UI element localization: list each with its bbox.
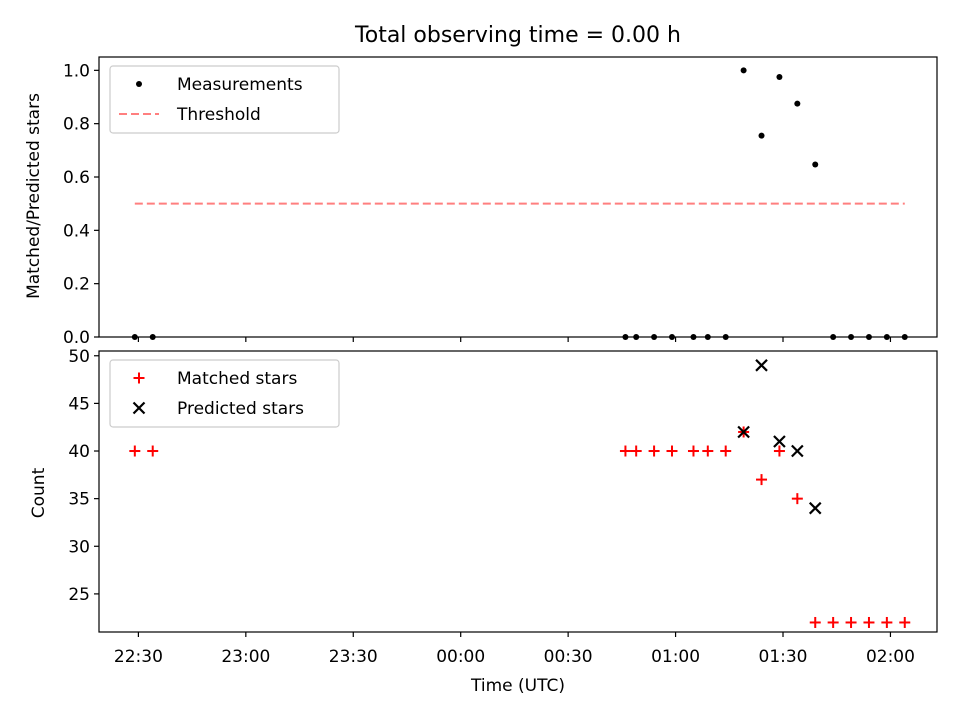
bottom-y-axis-label: Count: [29, 467, 49, 518]
top-panel: 0.0 0.2 0.4 0.6 0.8 1.0 Measurements Threshold: [63, 56, 938, 348]
matched-star-point: [147, 445, 159, 457]
top-y-tick-label: 0.8: [63, 115, 90, 135]
matched-star-point: [773, 445, 785, 457]
measurement-point: [776, 74, 783, 80]
x-tick-label: 00:30: [544, 647, 593, 667]
matched-star-point: [899, 616, 911, 628]
measurement-point: [651, 334, 658, 340]
matched-star-point: [666, 445, 678, 457]
matched-star-point: [648, 445, 660, 457]
measurement-point: [848, 334, 855, 340]
measurement-point: [901, 334, 908, 340]
measurement-point: [865, 334, 872, 340]
x-tick-label: 01:00: [651, 647, 700, 667]
measurement-point: [883, 334, 890, 340]
legend-label: Threshold: [176, 105, 261, 125]
bottom-axes-frame: [98, 350, 938, 633]
top-legend: Measurements Threshold: [109, 65, 340, 134]
bottom-y-tick-label: 40: [68, 442, 90, 462]
top-y-axis-label: Matched/Predicted stars: [24, 93, 44, 299]
x-axis-label: Time (UTC): [470, 676, 565, 696]
legend-label: Matched stars: [177, 369, 297, 389]
predicted-star-point: [791, 444, 804, 458]
top-y-tick-label: 0.2: [63, 275, 90, 295]
predicted-star-point: [755, 359, 768, 372]
bottom-y-tick-label: 35: [68, 490, 90, 510]
measurement-point: [722, 334, 729, 340]
bottom-y-tick-label: 30: [68, 537, 90, 557]
legend-marker: [133, 372, 145, 384]
legend-label: Predicted stars: [177, 399, 304, 419]
bottom-y-tick-label: 25: [68, 585, 90, 605]
matched-star-point: [619, 445, 631, 457]
top-axes-frame: [98, 56, 938, 338]
matched-star-point: [687, 445, 699, 457]
matched-star-point: [863, 616, 875, 628]
measurement-point: [704, 334, 711, 340]
measurement-point: [131, 334, 138, 340]
measurement-point: [812, 161, 819, 168]
measurement-point: [758, 132, 765, 139]
measurement-point: [622, 334, 629, 340]
matched-star-point: [881, 616, 893, 628]
x-tick-label: 23:30: [329, 647, 378, 667]
chart-title: Total observing time = 0.00 h: [354, 23, 681, 48]
matched-star-point: [791, 493, 803, 505]
x-tick-label: 22:30: [114, 647, 163, 667]
x-tick-label: 01:30: [759, 647, 808, 667]
top-y-tick-label: 1.0: [63, 61, 90, 81]
legend-box: [109, 65, 340, 134]
bottom-y-tick-label: 45: [68, 394, 90, 414]
matched-star-point: [630, 445, 642, 457]
measurement-point: [830, 334, 837, 340]
x-tick-label: 00:00: [436, 647, 485, 667]
measurement-point: [690, 334, 697, 340]
matched-star-point: [827, 616, 839, 628]
predicted-star-point: [808, 501, 822, 515]
top-y-tick-label: 0.0: [63, 328, 90, 348]
bottom-y-tick-label: 50: [68, 347, 90, 367]
predicted-star-point: [737, 425, 750, 439]
bottom-legend: Matched stars Predicted stars: [109, 359, 340, 428]
x-tick-label: 23:00: [221, 647, 270, 667]
measurement-point: [149, 334, 156, 340]
predicted-star-point: [773, 435, 786, 448]
top-y-tick-label: 0.6: [63, 168, 90, 188]
measurement-point: [668, 334, 675, 340]
measurement-point: [794, 100, 801, 107]
matched-star-point: [809, 616, 821, 628]
top-y-tick-label: 0.4: [63, 221, 90, 241]
matched-star-point: [756, 474, 768, 486]
measurement-point: [633, 334, 640, 340]
legend-label: Measurements: [177, 75, 303, 95]
legend-marker: [132, 401, 146, 415]
measurement-point: [740, 67, 747, 74]
matched-star-point: [720, 445, 732, 457]
legend-box: [109, 359, 340, 428]
bottom-panel: 25 30 35 40 45 50 22:30 23:00 23:30 00:00 00:30 01:…: [68, 347, 938, 667]
legend-marker: [136, 81, 142, 87]
x-tick-label: 02:00: [866, 647, 915, 667]
matched-star-point: [845, 616, 857, 628]
matched-star-point: [129, 445, 141, 457]
matched-star-point: [702, 445, 714, 457]
